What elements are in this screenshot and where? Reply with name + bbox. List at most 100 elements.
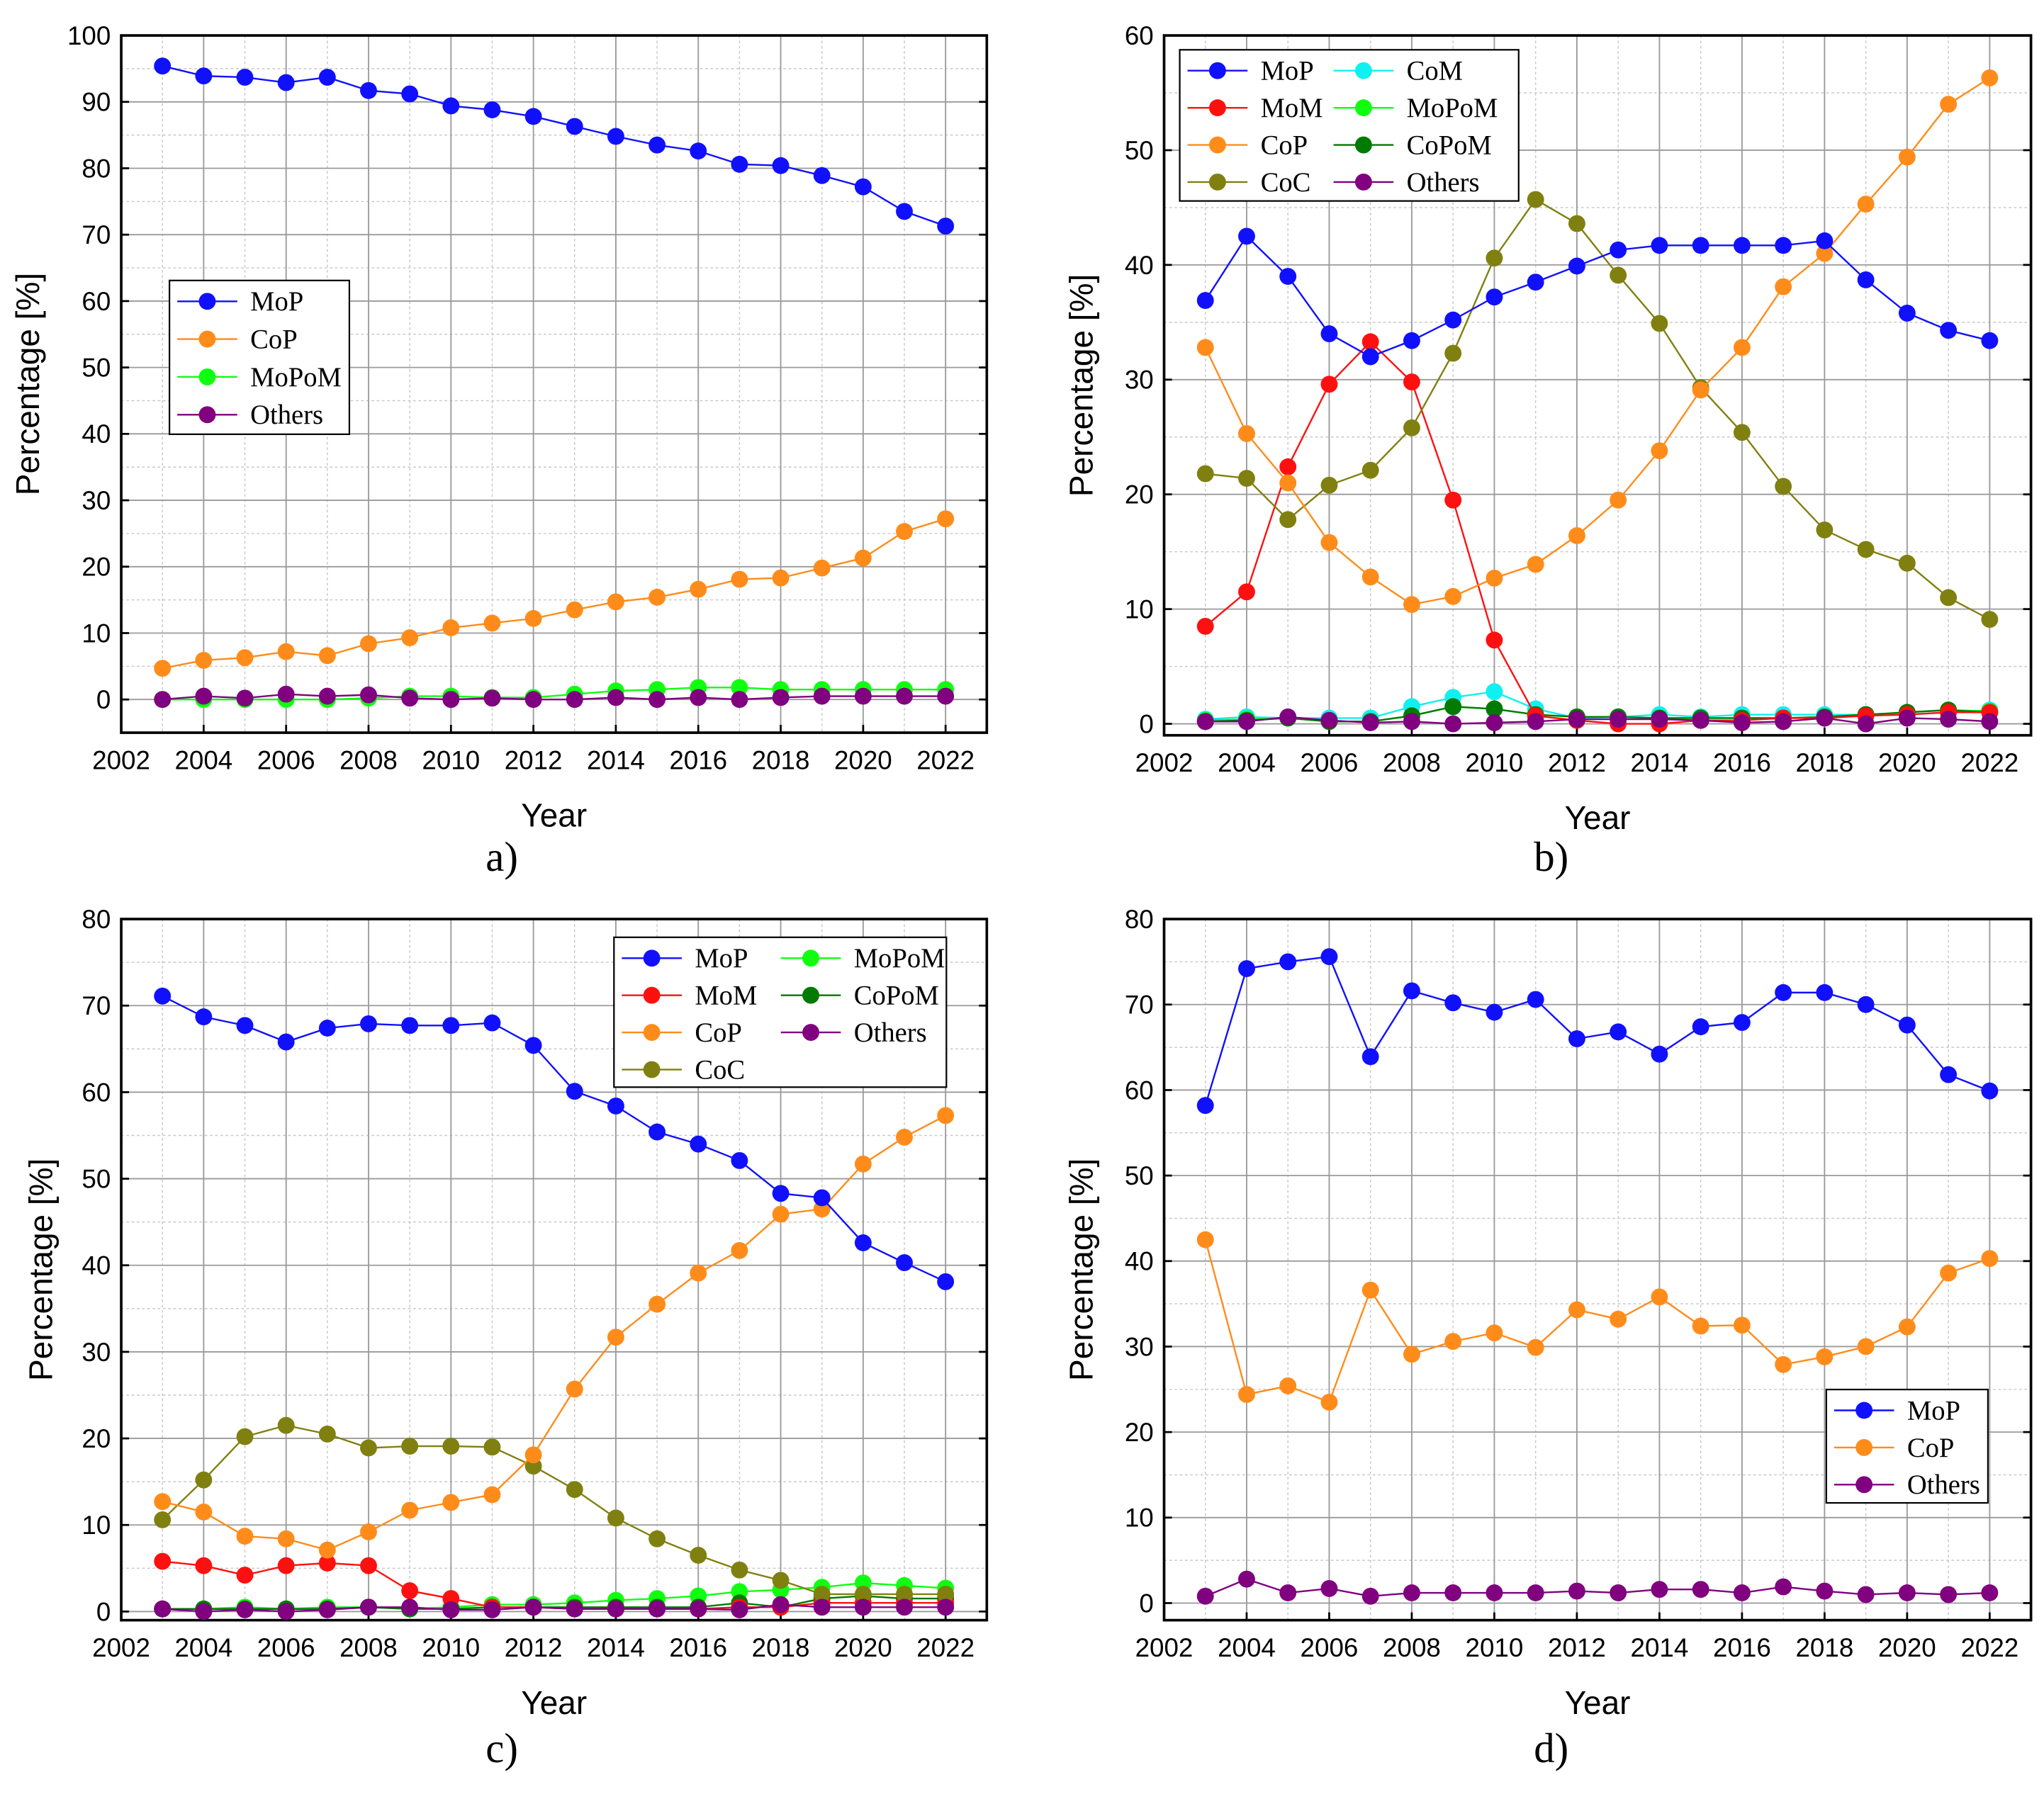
data-point-others xyxy=(1610,711,1627,728)
data-point-others xyxy=(1775,713,1792,731)
y-axis-label: Percentage [%] xyxy=(23,1158,60,1381)
data-point-cop xyxy=(1775,278,1792,295)
x-tick-label: 2020 xyxy=(1878,748,1936,777)
data-point-others xyxy=(483,689,501,707)
series-mopom xyxy=(154,679,955,709)
data-point-mop xyxy=(1816,983,1834,1001)
data-point-cop xyxy=(854,1155,872,1173)
data-point-mom xyxy=(195,1557,213,1574)
data-point-others xyxy=(483,1601,501,1618)
data-point-mop xyxy=(607,128,624,145)
data-point-cop xyxy=(360,1523,377,1540)
data-point-mop xyxy=(854,1234,872,1251)
series-copom xyxy=(1196,698,1999,731)
data-point-mop xyxy=(607,1098,624,1115)
data-point-coc xyxy=(1857,541,1875,558)
x-axis-label: Year xyxy=(1565,799,1631,836)
data-point-others xyxy=(1898,709,1916,727)
series-mop xyxy=(1196,948,1999,1115)
data-point-coc xyxy=(1610,266,1627,284)
x-tick-label: 2012 xyxy=(1548,1633,1606,1662)
data-point-mop xyxy=(937,1273,955,1290)
data-point-others xyxy=(318,687,336,705)
legend-label: CoM xyxy=(1407,57,1463,86)
data-point-cop xyxy=(1403,1346,1420,1363)
data-point-others xyxy=(277,1603,295,1620)
y-tick-label: 10 xyxy=(1125,595,1154,624)
data-point-cop xyxy=(1444,587,1462,605)
data-point-others xyxy=(854,1598,872,1616)
data-point-coc xyxy=(277,1416,295,1434)
data-point-coc xyxy=(1816,521,1834,538)
data-point-cop xyxy=(1527,1338,1544,1356)
legend-marker xyxy=(1855,1476,1873,1494)
y-axis-label: Percentage [%] xyxy=(1062,1158,1099,1381)
legend-label: MoM xyxy=(695,981,757,1011)
data-point-others xyxy=(1238,713,1255,731)
series-mop xyxy=(154,57,955,235)
y-tick-label: 10 xyxy=(82,619,111,648)
legend-marker xyxy=(1354,136,1372,154)
y-tick-label: 50 xyxy=(82,1164,111,1193)
legend-item-others: Others xyxy=(177,400,323,430)
data-point-cop xyxy=(318,1541,336,1559)
series-coc xyxy=(1196,191,1999,628)
legend-marker xyxy=(802,1024,819,1042)
data-point-others xyxy=(1568,711,1585,728)
data-point-mop xyxy=(154,57,172,75)
x-tick-label: 2002 xyxy=(92,746,150,775)
data-point-mop xyxy=(1568,257,1585,275)
data-point-others xyxy=(566,691,583,709)
x-tick-label: 2010 xyxy=(422,1633,480,1662)
data-point-cop xyxy=(1610,1310,1627,1328)
legend-marker xyxy=(643,1024,661,1042)
data-point-cop xyxy=(1981,1250,1999,1268)
legend-marker xyxy=(198,293,216,310)
data-point-coc xyxy=(690,1547,707,1564)
series-others xyxy=(1196,1570,1999,1605)
data-point-cop xyxy=(236,649,254,667)
series-cop xyxy=(154,1107,955,1559)
data-point-coc xyxy=(1940,589,1958,607)
y-tick-label: 80 xyxy=(82,905,111,934)
x-tick-label: 2008 xyxy=(1383,748,1441,777)
legend-item-coc: CoC xyxy=(1187,168,1310,198)
data-point-coc xyxy=(401,1438,419,1455)
data-point-others xyxy=(1898,1584,1916,1601)
data-point-others xyxy=(1981,713,1999,731)
series-mop xyxy=(1196,227,1999,366)
data-point-mop xyxy=(360,1015,377,1032)
data-point-others xyxy=(401,689,419,707)
data-point-coc xyxy=(1279,511,1297,529)
data-point-cop xyxy=(1981,69,1999,86)
legend-label: MoPoM xyxy=(250,363,342,393)
legend-item-mop: MoP xyxy=(622,944,748,974)
data-point-others xyxy=(1651,1581,1668,1598)
data-point-mop xyxy=(1568,1030,1585,1047)
data-point-mop xyxy=(731,1151,748,1169)
data-point-cop xyxy=(1816,1348,1834,1365)
data-point-coc xyxy=(442,1438,460,1455)
data-point-mop xyxy=(1610,1023,1627,1041)
plot-frame xyxy=(120,918,989,1622)
data-point-cop xyxy=(1898,1318,1916,1336)
data-point-mop xyxy=(524,1037,542,1054)
data-point-others xyxy=(236,689,254,707)
data-point-coc xyxy=(896,1586,913,1603)
data-point-others xyxy=(1527,1584,1544,1601)
data-point-cop xyxy=(566,601,583,619)
data-point-others xyxy=(731,1601,748,1618)
data-point-mop xyxy=(1527,991,1544,1008)
y-tick-label: 40 xyxy=(82,1251,111,1280)
data-point-mop xyxy=(1816,232,1834,249)
x-tick-label: 2002 xyxy=(1135,748,1194,777)
data-point-coc xyxy=(1527,191,1544,208)
data-point-cop xyxy=(442,619,460,636)
legend-item-copom: CoPoM xyxy=(780,981,939,1011)
data-point-mop xyxy=(896,203,913,220)
data-point-mopom xyxy=(731,679,748,697)
x-tick-label: 2016 xyxy=(669,1633,727,1662)
data-point-mop xyxy=(277,74,295,91)
y-tick-label: 30 xyxy=(1125,366,1154,395)
